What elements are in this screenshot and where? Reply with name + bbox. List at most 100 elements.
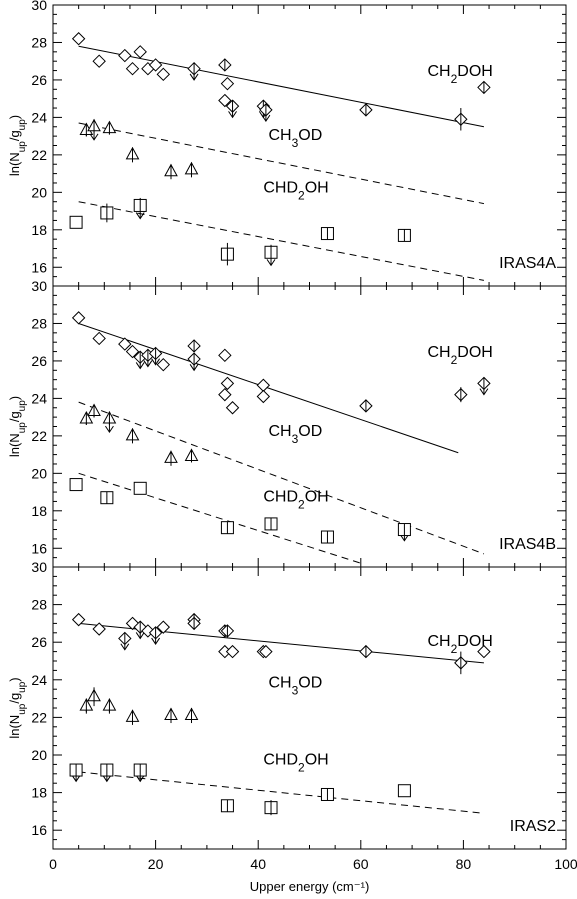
- ytick-label: 22: [31, 147, 47, 163]
- data-point-ch2doh: [156, 620, 171, 634]
- ytick-label: 30: [31, 559, 47, 575]
- series-ch3od: [79, 687, 199, 725]
- x-axis-title: Upper energy (cm⁻¹): [250, 879, 370, 894]
- data-point-ch2doh: [71, 612, 86, 627]
- data-point-chd2oh: [264, 800, 278, 816]
- diamond-marker: [92, 54, 106, 68]
- data-point-ch2doh: [477, 376, 491, 396]
- fit-line-ch3od: [78, 122, 485, 205]
- data-point-ch2doh: [225, 401, 240, 415]
- data-point-chd2oh: [220, 521, 234, 535]
- data-point-chd2oh: [133, 763, 147, 783]
- square-marker: [69, 215, 83, 229]
- ytick-label: 18: [31, 222, 47, 238]
- data-point-ch2doh: [220, 624, 235, 638]
- ytick-label: 28: [31, 34, 47, 50]
- upper-limit-arrow: [120, 643, 130, 651]
- fit-line-ch2doh: [78, 322, 459, 454]
- diamond-marker: [125, 344, 140, 359]
- data-point-chd2oh: [100, 203, 114, 223]
- xtick-label: 20: [148, 856, 164, 872]
- species-label: CH3OD: [268, 127, 322, 150]
- ytick-label: 20: [31, 465, 47, 481]
- ytick-label: 22: [31, 709, 47, 725]
- ytick-label: 18: [31, 785, 47, 801]
- fit-line-ch3od: [78, 401, 485, 555]
- data-point-ch2doh: [92, 331, 106, 346]
- upper-limit-arrow: [143, 360, 153, 368]
- species-label: CH2DOH: [427, 344, 492, 367]
- data-point-chd2oh: [220, 799, 234, 813]
- upper-limit-arrow: [261, 114, 271, 123]
- xtick-label: 100: [554, 856, 577, 872]
- ytick-label: 20: [31, 184, 47, 200]
- data-point-ch2doh: [118, 48, 132, 63]
- source-label: IRAS2: [510, 818, 556, 835]
- series-ch2doh: [71, 311, 491, 454]
- data-point-ch2doh: [259, 644, 273, 659]
- data-point-ch3od: [102, 698, 117, 714]
- upper-limit-arrow: [71, 775, 81, 783]
- data-point-ch3od: [79, 698, 94, 714]
- data-point-ch2doh: [148, 58, 163, 72]
- fit-line-ch2doh: [78, 45, 485, 128]
- diamond-marker: [118, 48, 132, 63]
- data-point-ch3od: [125, 709, 140, 725]
- panel-iras4b: 16 18 20 22 24 26 28 30 ln(Nup/gup) CH2DOH CH3OD CH…: [7, 278, 567, 568]
- diamond-marker: [133, 45, 147, 59]
- ytick-label: 16: [31, 540, 47, 556]
- data-point-ch2doh: [477, 644, 491, 659]
- xtick-label: 80: [456, 856, 472, 872]
- diamond-marker: [71, 32, 86, 46]
- data-point-ch2doh: [225, 644, 240, 659]
- data-point-ch3od: [87, 687, 101, 707]
- diamond-marker: [156, 67, 171, 82]
- data-point-ch2doh: [156, 67, 171, 82]
- data-point-ch2doh: [454, 651, 468, 675]
- ytick-label: 18: [31, 503, 47, 519]
- diamond-marker: [259, 644, 273, 659]
- ytick-label: 22: [31, 428, 47, 444]
- data-point-ch2doh: [256, 389, 271, 404]
- fit-line-chd2oh: [78, 201, 485, 281]
- data-point-ch2doh: [218, 348, 232, 363]
- upper-limit-arrow: [135, 775, 145, 783]
- upper-limit-arrow: [266, 259, 276, 267]
- data-point-chd2oh: [100, 763, 114, 783]
- series-ch3od: [78, 118, 485, 205]
- diamond-marker: [71, 311, 86, 325]
- data-point-chd2oh: [133, 197, 147, 220]
- series-ch2doh: [71, 32, 491, 131]
- data-point-ch2doh: [256, 378, 271, 392]
- diamond-marker: [256, 378, 271, 392]
- ytick-label: 24: [31, 109, 47, 125]
- diamond-marker: [71, 612, 86, 627]
- data-point-ch2doh: [477, 80, 491, 95]
- diamond-marker: [92, 622, 106, 636]
- data-point-ch2doh: [156, 357, 171, 372]
- data-point-chd2oh: [397, 228, 411, 242]
- data-point-chd2oh: [133, 481, 147, 495]
- upper-limit-arrow: [151, 358, 161, 366]
- data-point-chd2oh: [320, 787, 334, 801]
- plot-frame: [52, 566, 567, 850]
- data-point-ch2doh: [187, 339, 201, 353]
- data-point-ch2doh: [359, 644, 373, 659]
- data-point-chd2oh: [264, 517, 278, 531]
- diamond-marker: [218, 93, 232, 108]
- upper-limit-arrow: [135, 632, 145, 640]
- data-point-chd2oh: [69, 215, 83, 229]
- source-label: IRAS4A: [499, 255, 556, 272]
- upper-limit-arrow: [399, 534, 409, 542]
- upper-limit-arrow: [479, 388, 489, 396]
- diamond-marker: [477, 644, 491, 659]
- plot-frame: [52, 4, 567, 287]
- source-label: IRAS4B: [499, 536, 556, 553]
- data-point-chd2oh: [220, 242, 234, 266]
- species-label: CH3OD: [268, 674, 322, 697]
- diamond-marker: [220, 376, 235, 391]
- data-point-ch2doh: [218, 93, 232, 108]
- ytick-label: 28: [31, 597, 47, 613]
- data-point-ch3od: [184, 448, 199, 463]
- series-ch2doh: [71, 612, 491, 675]
